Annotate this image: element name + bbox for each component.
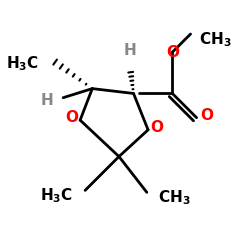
Text: $\bf{CH_3}$: $\bf{CH_3}$ xyxy=(158,188,190,207)
Text: $\bf{H_3C}$: $\bf{H_3C}$ xyxy=(40,186,73,205)
Text: O: O xyxy=(150,120,163,135)
Text: O: O xyxy=(200,108,213,123)
Text: $\bf{H_3C}$: $\bf{H_3C}$ xyxy=(6,55,39,73)
Text: O: O xyxy=(65,110,78,125)
Text: H: H xyxy=(124,44,136,59)
Text: O: O xyxy=(166,45,179,60)
Text: $\bf{CH_3}$: $\bf{CH_3}$ xyxy=(199,30,232,49)
Text: H: H xyxy=(41,93,54,108)
